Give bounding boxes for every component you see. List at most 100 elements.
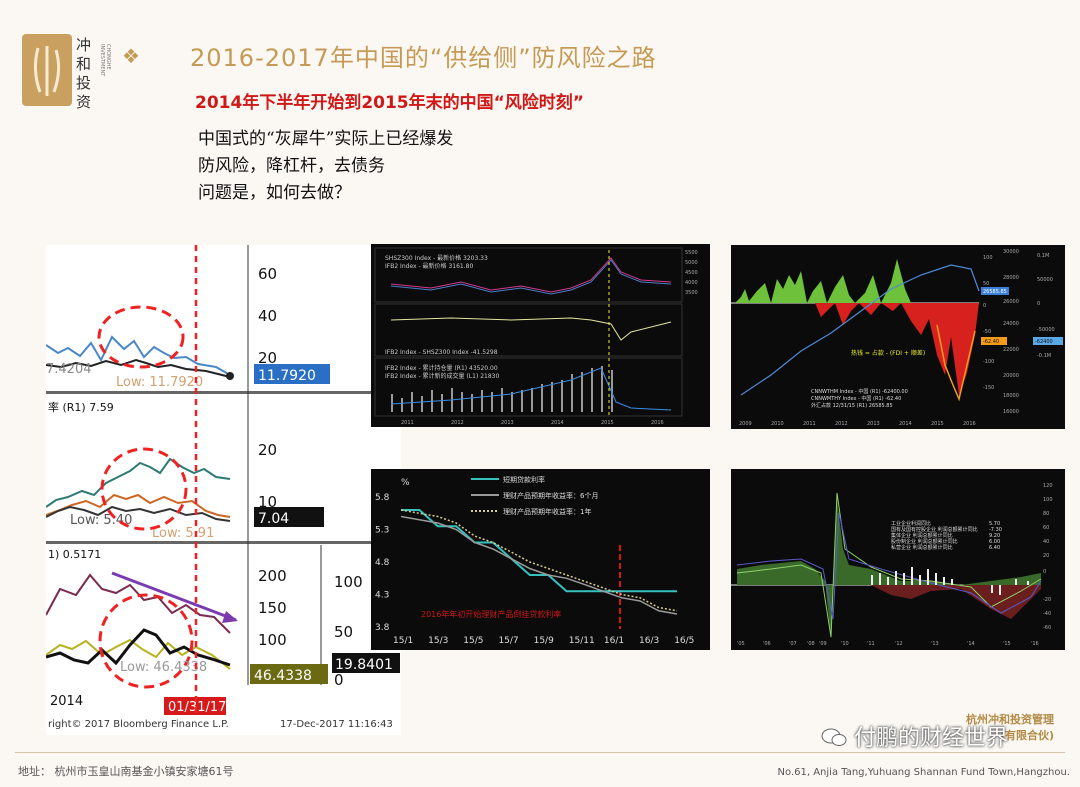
- csi-legend-4: IFB2 Index - 累计新的成交量 (L1) 21830: [385, 372, 499, 380]
- wmp-legend-0: 短期贷款利率: [503, 475, 545, 484]
- wmp-legend-2: 理财产品预期年收益率：1年: [503, 507, 591, 516]
- top-badge: 11.7920: [258, 368, 316, 384]
- wmp-x-tick: 15/7: [498, 636, 518, 646]
- wmp-series-line: [400, 515, 678, 615]
- wmp-x-tick: 16/1: [604, 636, 624, 646]
- csi-legend-3: IFB2 Index - 累计持仓量 (R1) 43520.00: [385, 364, 498, 372]
- logo-english: CHONGHE INVESTMENT: [99, 44, 111, 77]
- bot-left-tick-200: 200: [258, 567, 287, 585]
- bot-right-tick-0: 0: [334, 671, 344, 689]
- csi-xtick-5: 2016: [651, 420, 664, 426]
- ip-y-0: 120: [1043, 483, 1053, 489]
- ip-legend-3: 股份制企业 利润总额累计同比: [891, 538, 958, 545]
- bot-badge-right: 19.8401: [335, 657, 393, 673]
- ip-x-6: '11: [867, 641, 875, 647]
- loan-vs-wmp-panel: % 短期贷款利率 理财产品预期年收益率：6个月 理财产品预期年收益率：1年 20…: [371, 469, 710, 650]
- fx-reserves-chart: 热钱 = 占款 - (FDI + 顺差) CNNWTHM Index - 中国 …: [731, 245, 1065, 429]
- fx-annotation: 热钱 = 占款 - (FDI + 顺差): [851, 349, 925, 357]
- industrial-profit-panel: 工业企业利润同比 国有及国有控股企业 利润总额累计同比 集体企业 利润总额累计同…: [731, 469, 1065, 650]
- fx-x-6: 2015: [931, 421, 944, 427]
- ip-x-3: '08: [807, 641, 815, 647]
- csi-xtick-1: 2012: [451, 420, 464, 426]
- wechat-icon: [821, 728, 847, 746]
- logo-wordmark: 冲和投资: [76, 36, 92, 111]
- csi-legend-0: SHSZ300 Index - 最新价格 3203.33: [385, 254, 488, 262]
- ip-y-5: 20: [1043, 553, 1049, 559]
- ip-x-1: '06: [763, 641, 771, 647]
- fx-yr-1: 28000: [1003, 275, 1019, 281]
- ip-y-7: -20: [1043, 597, 1051, 603]
- csi-ytick-1: 5000: [685, 260, 698, 266]
- ip-y-3: 60: [1043, 525, 1049, 531]
- legend-r1: 率 (R1) 7.59: [48, 400, 114, 414]
- page-subtitle: 2014年下半年开始到2015年末的中国“风险时刻”: [195, 93, 584, 113]
- wmp-x-tick: 15/3: [428, 636, 448, 646]
- fx-x-0: 2009: [739, 421, 752, 427]
- ip-x-5: '10: [841, 641, 849, 647]
- ip-x-10: '15: [1003, 641, 1011, 647]
- fx-legend-2: 外汇占款 12/31/15 (R1) 26585.85: [811, 402, 893, 409]
- ip-x-2: '07: [789, 641, 797, 647]
- fx-yr-3: 24000: [1003, 321, 1019, 327]
- fx-legend-0: CNNWTHM Index - 中国 (R1) -62400.00: [811, 388, 908, 395]
- fx-yr-7: 16000: [1003, 409, 1019, 415]
- ip-x-4: '09: [819, 641, 827, 647]
- ip-val-2: 9.20: [989, 533, 1000, 539]
- bot-left-tick-150: 150: [258, 599, 287, 617]
- csi-xtick-4: 2015: [601, 420, 614, 426]
- bot-low-label: Low: 46.4338: [120, 660, 207, 675]
- footer-address-en: No.61, Anjia Tang,Yuhuang Shannan Fund T…: [777, 767, 1070, 778]
- ip-legend-4: 私营企业 利润总额累计同比: [891, 544, 953, 551]
- copyright: right© 2017 Bloomberg Finance L.P.: [48, 719, 229, 730]
- timestamp: 17-Dec-2017 11:16:43: [280, 719, 393, 730]
- wmp-legend-1: 理财产品预期年收益率：6个月: [503, 491, 598, 500]
- wechat-watermark: 付鹏的财经世界: [854, 726, 1009, 751]
- fx-yf-0: 0.1M: [1037, 253, 1049, 259]
- bloomberg-chart: 60 40 20 7.4204 Low: 11.7920 11.7920 率 (…: [45, 245, 401, 735]
- fx-yr-0: 30000: [1003, 249, 1019, 255]
- fx-yr-2: 26000: [1003, 299, 1019, 305]
- csi300-ifb2-panel: SHSZ300 Index - 最新价格 3203.33 IFB2 Index …: [371, 244, 710, 427]
- wmp-x-tick: 16/3: [639, 636, 659, 646]
- ip-x-7: '12: [895, 641, 903, 647]
- title-bullet-icon: ❖: [122, 44, 140, 68]
- bot-right-tick-50: 50: [334, 623, 353, 641]
- ip-y-1: 100: [1043, 497, 1053, 503]
- wmp-y-tick: 5.3: [375, 526, 389, 536]
- wmp-y-tick: 4.8: [375, 558, 390, 568]
- mid-low-right: Low: 5.91: [152, 526, 214, 541]
- fx-yr-4: 22000: [1003, 347, 1019, 353]
- top-tick-20: 20: [258, 349, 277, 367]
- body-line-2: 防风险，降杠杆，去债务: [198, 156, 385, 176]
- body-line-1: 中国式的“灰犀牛”实际上已经爆发: [198, 129, 454, 149]
- ip-y-9: -60: [1043, 625, 1051, 631]
- top-prefix: 7.4204: [46, 362, 92, 377]
- csi-ytick-0: 5500: [685, 250, 698, 256]
- fx-badge-2: -62400: [1035, 339, 1053, 345]
- fx-yf-1: 50000: [1037, 277, 1053, 283]
- fx-x-1: 2010: [771, 421, 784, 427]
- wmp-x-tick: 16/5: [674, 636, 694, 646]
- ip-x-11: '16: [1031, 641, 1039, 647]
- fx-yr-6: 18000: [1003, 393, 1019, 399]
- fx-x-3: 2012: [835, 421, 848, 427]
- fx-x-5: 2014: [899, 421, 912, 427]
- ip-legend-2: 集体企业 利润总额累计同比: [891, 532, 953, 539]
- mid-tick-10: 10: [258, 493, 277, 511]
- csi300-chart: SHSZ300 Index - 最新价格 3203.33 IFB2 Index …: [371, 244, 710, 427]
- industrial-profit-chart: 工业企业利润同比 国有及国有控股企业 利润总额累计同比 集体企业 利润总额累计同…: [731, 469, 1065, 650]
- ip-x-8: '13: [931, 641, 939, 647]
- fx-legend-1: CNNWMTHY Index - 中国 (R1) -62.40: [811, 395, 901, 402]
- bot-left-tick-100: 100: [258, 631, 287, 649]
- bloomberg-panel: 60 40 20 7.4204 Low: 11.7920 11.7920 率 (…: [45, 245, 401, 735]
- bot-right-tick-100: 100: [334, 573, 363, 591]
- x-label-year: 2014: [50, 694, 83, 709]
- logo-seal-icon: [33, 46, 61, 96]
- wmp-annotation: 2016年年初开始理财产品倒挂贷款利率: [421, 609, 561, 619]
- csi-xtick-3: 2014: [551, 420, 564, 426]
- ip-y-8: -40: [1043, 611, 1051, 617]
- fx-yf-2: 0: [1037, 301, 1040, 307]
- csi-ytick-3: 4000: [685, 280, 698, 286]
- wmp-ylabel: %: [401, 478, 410, 488]
- top-low-label: Low: 11.7920: [116, 375, 203, 390]
